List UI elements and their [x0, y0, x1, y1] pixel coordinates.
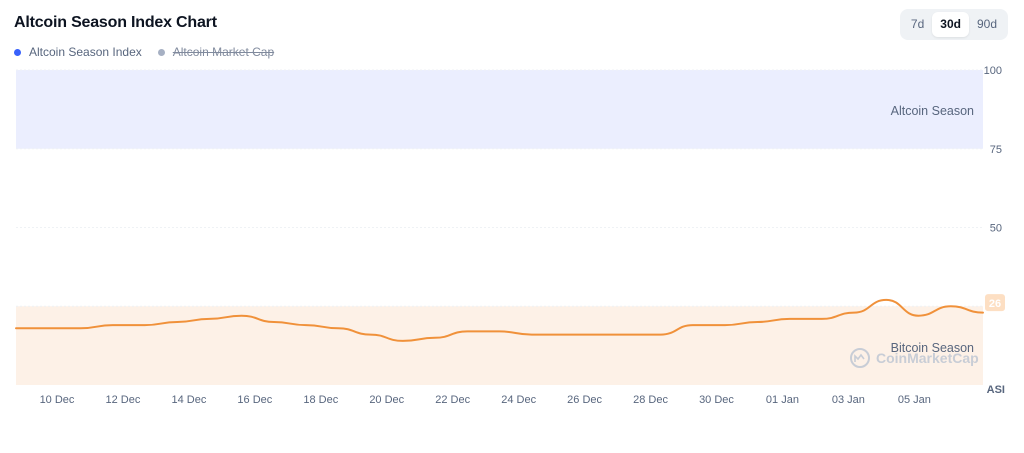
- zone-label: Altcoin Season: [891, 104, 974, 118]
- legend-item-altcoin-season-index[interactable]: Altcoin Season Index: [14, 45, 142, 59]
- x-tick-label: 16 Dec: [237, 394, 272, 406]
- x-tick-label: 01 Jan: [766, 394, 799, 406]
- chart-title: Altcoin Season Index Chart: [14, 14, 217, 31]
- y-tick-label: 100: [984, 65, 1002, 77]
- x-tick-label: 26 Dec: [567, 394, 602, 406]
- watermark: CoinMarketCap: [850, 348, 979, 368]
- x-tick-label: 03 Jan: [832, 394, 865, 406]
- tab-7d[interactable]: 7d: [910, 17, 925, 31]
- chart-legend: Altcoin Season Index Altcoin Market Cap: [14, 45, 290, 59]
- x-tick-label: 12 Dec: [106, 394, 141, 406]
- x-tick-label: 18 Dec: [303, 394, 338, 406]
- legend-item-altcoin-market-cap[interactable]: Altcoin Market Cap: [157, 45, 275, 59]
- zone-label: Bitcoin Season: [891, 341, 974, 355]
- last-value-badge: [985, 294, 1005, 312]
- legend-label: Altcoin Season Index: [29, 45, 142, 59]
- x-tick-label: 24 Dec: [501, 394, 536, 406]
- x-tick-label: 05 Jan: [898, 394, 931, 406]
- last-value-label: 26: [989, 298, 1001, 310]
- legend-dot-icon: [14, 48, 21, 56]
- x-tick-label: 14 Dec: [171, 394, 206, 406]
- y-tick-label: 50: [990, 223, 1002, 235]
- zone-band-1: [16, 306, 983, 385]
- x-tick-label: 30 Dec: [699, 394, 734, 406]
- watermark-text: CoinMarketCap: [876, 350, 979, 366]
- y-tick-label: 75: [990, 144, 1002, 156]
- timeframe-tabs: 7d 30d 90d: [899, 9, 1008, 40]
- coinmarketcap-logo-icon: [850, 348, 870, 368]
- x-tick-label: 10 Dec: [40, 394, 75, 406]
- zone-band-0: [16, 70, 983, 149]
- x-tick-label: 20 Dec: [369, 394, 404, 406]
- tab-30d[interactable]: 30d: [932, 12, 969, 37]
- legend-dot-icon: [157, 48, 165, 56]
- y-axis-label: ASI: [987, 384, 1005, 396]
- series-line-altcoin-season-index: [15, 298, 984, 342]
- x-tick-label: 28 Dec: [633, 394, 668, 406]
- tab-90d[interactable]: 90d: [976, 17, 997, 31]
- legend-label: Altcoin Market Cap: [172, 45, 275, 59]
- x-tick-label: 22 Dec: [435, 394, 470, 406]
